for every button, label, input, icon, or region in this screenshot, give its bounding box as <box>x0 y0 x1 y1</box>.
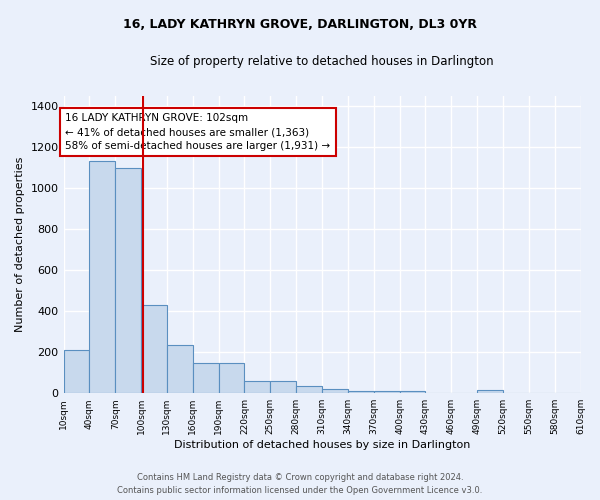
Bar <box>218 363 244 393</box>
Bar <box>244 381 271 393</box>
Bar <box>374 390 400 393</box>
Bar <box>193 363 218 393</box>
Bar <box>271 381 296 393</box>
Text: Contains HM Land Registry data © Crown copyright and database right 2024.
Contai: Contains HM Land Registry data © Crown c… <box>118 474 482 495</box>
Bar <box>400 390 425 393</box>
Bar <box>322 389 348 393</box>
X-axis label: Distribution of detached houses by size in Darlington: Distribution of detached houses by size … <box>174 440 470 450</box>
Bar <box>348 390 374 393</box>
Title: Size of property relative to detached houses in Darlington: Size of property relative to detached ho… <box>150 55 494 68</box>
Bar <box>89 161 115 393</box>
Bar <box>296 386 322 393</box>
Bar <box>115 168 141 393</box>
Text: 16 LADY KATHRYN GROVE: 102sqm
← 41% of detached houses are smaller (1,363)
58% o: 16 LADY KATHRYN GROVE: 102sqm ← 41% of d… <box>65 113 331 151</box>
Bar <box>477 390 503 393</box>
Bar <box>64 350 89 393</box>
Bar <box>167 345 193 393</box>
Y-axis label: Number of detached properties: Number of detached properties <box>15 156 25 332</box>
Text: 16, LADY KATHRYN GROVE, DARLINGTON, DL3 0YR: 16, LADY KATHRYN GROVE, DARLINGTON, DL3 … <box>123 18 477 30</box>
Bar <box>141 305 167 393</box>
